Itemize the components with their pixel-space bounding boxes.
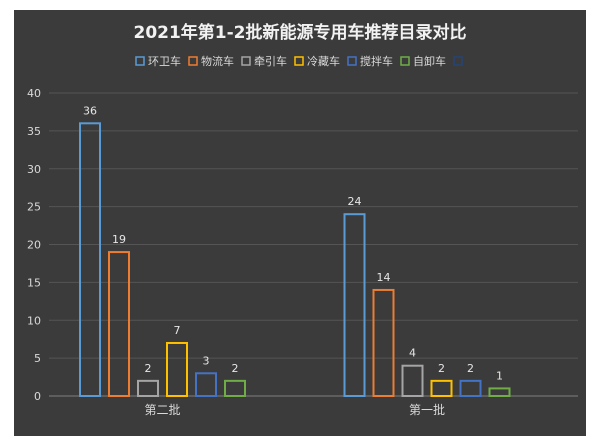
y-axis: 0 5 10 15 20 25 30 35 40 (27, 87, 41, 403)
data-label: 36 (83, 104, 97, 117)
legend-item: 牵引车 (241, 54, 287, 68)
legend-label: 物流车 (201, 54, 234, 68)
y-tick-label: 15 (27, 276, 41, 289)
x-tick-label: 第二批 (144, 402, 180, 417)
data-label: 1 (496, 369, 503, 382)
bar (79, 122, 101, 398)
data-label: 7 (174, 324, 181, 337)
legend-swatch (400, 56, 410, 66)
y-tick-label: 40 (27, 87, 41, 100)
data-label: 3 (203, 354, 210, 367)
legend-item: 物流车 (188, 54, 234, 68)
legend-label: 冷藏车 (307, 54, 340, 68)
bar (195, 372, 217, 397)
legend-swatch (188, 56, 198, 66)
chart-title: 2021年第1-2批新能源专用车推荐目录对比 (133, 22, 466, 43)
legend-item: 环卫车 (135, 54, 181, 68)
legend-swatch (347, 56, 357, 66)
y-tick-label: 20 (27, 239, 41, 252)
data-label: 2 (232, 362, 239, 375)
bar (459, 379, 482, 398)
bar (430, 379, 453, 398)
y-tick-label: 35 (27, 125, 41, 138)
legend-item: 搅拌车 (347, 54, 393, 68)
y-tick-label: 25 (27, 201, 41, 214)
gridlines (49, 92, 578, 397)
bar (108, 251, 130, 397)
data-label: 2 (145, 362, 152, 375)
bar-chart: 2021年第1-2批新能源专用车推荐目录对比 环卫车 物流车 牵引车 冷藏车 搅拌车 自卸… (27, 22, 578, 417)
y-tick-label: 0 (34, 390, 41, 403)
bars (79, 122, 511, 398)
legend-label: 环卫车 (148, 54, 181, 68)
data-label: 24 (348, 195, 362, 208)
data-label: 19 (112, 233, 126, 246)
data-labels: 36 19 2 7 3 2 24 14 4 2 2 1 (83, 104, 503, 382)
legend-label: 搅拌车 (360, 54, 393, 68)
legend-item (453, 56, 463, 66)
data-label: 2 (467, 362, 474, 375)
legend-label: 牵引车 (254, 54, 287, 68)
data-label: 14 (377, 271, 391, 284)
y-tick-label: 5 (34, 352, 41, 365)
bar (401, 364, 424, 398)
y-tick-label: 10 (27, 314, 41, 327)
legend: 环卫车 物流车 牵引车 冷藏车 搅拌车 自卸车 (135, 54, 463, 68)
x-tick-label: 第一批 (409, 402, 445, 417)
bar (224, 379, 246, 398)
x-axis: 第二批 第一批 (144, 402, 445, 417)
bar (166, 341, 188, 398)
legend-swatch (453, 56, 463, 66)
chart-frame: 2021年第1-2批新能源专用车推荐目录对比 环卫车 物流车 牵引车 冷藏车 搅拌车 自卸… (14, 10, 586, 436)
y-tick-label: 30 (27, 163, 41, 176)
data-label: 2 (438, 362, 445, 375)
legend-item: 自卸车 (400, 54, 446, 68)
legend-swatch (241, 56, 251, 66)
legend-item: 冷藏车 (294, 54, 340, 68)
bar (343, 213, 366, 397)
data-label: 4 (409, 347, 416, 360)
bar (488, 387, 511, 397)
legend-label: 自卸车 (413, 54, 446, 68)
legend-swatch (135, 56, 145, 66)
bar (372, 288, 395, 398)
bar (137, 379, 159, 398)
legend-swatch (294, 56, 304, 66)
